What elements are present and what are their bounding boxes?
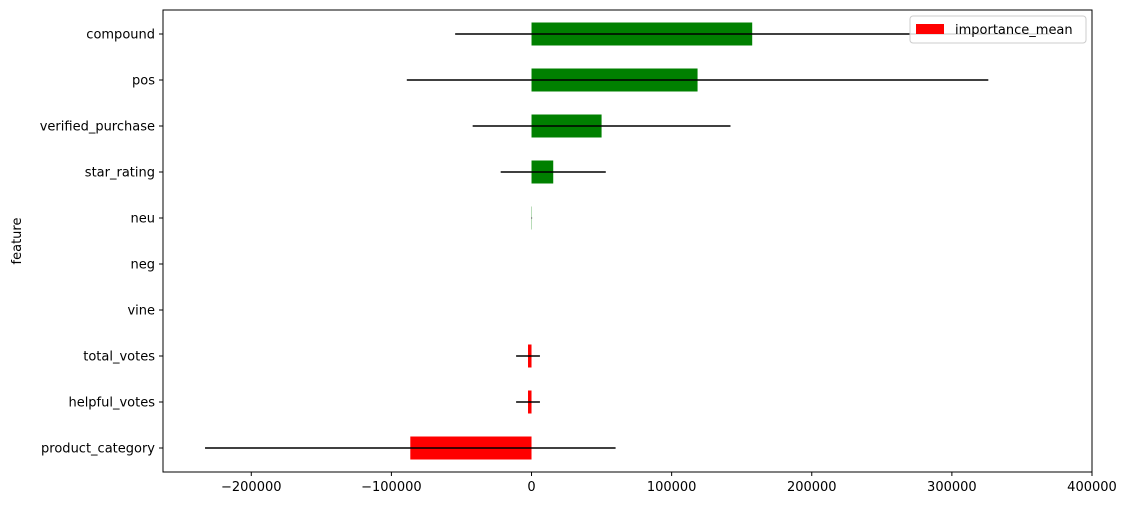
- legend: importance_mean: [909, 15, 1087, 44]
- x-tick-label: 100000: [647, 480, 697, 495]
- y-tick-label: helpful_votes: [68, 396, 155, 411]
- y-tick-label: vine: [127, 304, 155, 319]
- bars-layer: [410, 22, 753, 460]
- y-tick-label: neg: [131, 258, 156, 273]
- legend-box: [909, 15, 1087, 44]
- y-axis-title: feature: [10, 218, 25, 265]
- x-tick-label: 0: [527, 480, 535, 495]
- x-tick-label: −100000: [361, 480, 422, 495]
- y-axis: compound pos verified_purchase star_ratingn…: [40, 28, 163, 457]
- y-tick-label: verified_purchase: [40, 120, 155, 135]
- error-bars-layer: [205, 33, 1050, 449]
- y-tick-label: star_rating: [85, 166, 155, 181]
- x-tick-label: 400000: [1067, 480, 1117, 495]
- x-tick-label: −200000: [221, 480, 282, 495]
- x-tick-label: 200000: [787, 480, 837, 495]
- y-tick-label: neu: [131, 212, 155, 227]
- y-tick-label: total_votes: [83, 350, 155, 365]
- legend-swatch: [916, 24, 944, 34]
- plot-frame: [162, 9, 1093, 473]
- y-tick-label: pos: [132, 74, 155, 89]
- y-tick-label: compound: [86, 28, 155, 43]
- y-tick-label: product_category: [41, 442, 155, 457]
- x-tick-label: 300000: [927, 480, 977, 495]
- legend-label: importance_mean: [955, 23, 1073, 38]
- x-axis: −200000 −100000 0 100000 200000 300000 400000: [221, 472, 1117, 495]
